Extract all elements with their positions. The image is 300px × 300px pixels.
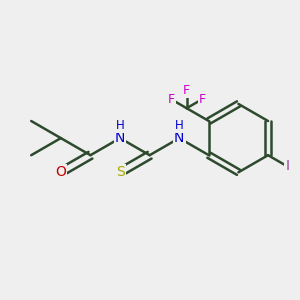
Text: N: N	[115, 131, 125, 145]
Text: F: F	[168, 93, 175, 106]
Text: O: O	[56, 165, 66, 179]
Text: H: H	[116, 119, 124, 132]
Text: F: F	[183, 84, 190, 97]
Text: N: N	[174, 131, 184, 145]
Text: I: I	[285, 159, 289, 173]
Text: H: H	[175, 119, 184, 132]
Text: F: F	[199, 93, 206, 106]
Text: S: S	[116, 165, 124, 179]
